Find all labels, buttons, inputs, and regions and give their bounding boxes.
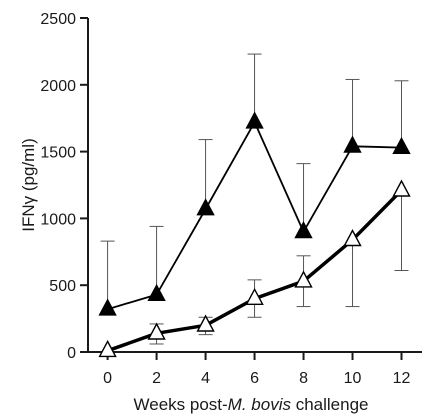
- data-point-s0-2: [147, 283, 166, 301]
- data-point-s0-0: [98, 298, 117, 316]
- data-point-s1-0: [98, 339, 117, 358]
- data-point-s1-2: [147, 322, 166, 340]
- y-tick-label-2000: 2000: [40, 78, 76, 95]
- y-tick-label-500: 500: [49, 278, 76, 295]
- y-axis-title: IFNγ (pg/ml): [19, 138, 38, 232]
- x-axis-title-part-italic: M. bovis: [228, 395, 292, 414]
- x-tick-label-8: 8: [299, 370, 308, 387]
- error-bars: [100, 53, 409, 345]
- data-point-s1-8: [294, 270, 313, 288]
- x-tick-label-10: 10: [344, 370, 362, 387]
- x-tick-label-12: 12: [393, 370, 411, 387]
- data-point-s0-6: [245, 111, 264, 129]
- data-point-s0-10: [343, 135, 362, 153]
- y-ticks: 0 500 1000 1500 2000 2500: [40, 11, 88, 362]
- y-tick-label-2500: 2500: [40, 11, 76, 28]
- x-axis-title: Weeks post-M. bovis challenge: [134, 395, 369, 414]
- x-ticks: 0 2 4 6 8 10 12: [103, 352, 411, 387]
- data-point-s0-8: [294, 221, 313, 239]
- x-tick-label-0: 0: [103, 370, 112, 387]
- x-axis-title-part-3: challenge: [291, 395, 369, 414]
- x-axis-title-part-1: Weeks post-: [134, 395, 228, 414]
- y-tick-label-0: 0: [67, 345, 76, 362]
- data-point-s1-4: [196, 314, 215, 332]
- series-markers: [98, 111, 411, 358]
- x-tick-label-2: 2: [152, 370, 161, 387]
- data-point-s1-6: [245, 287, 264, 305]
- series-line-1: [107, 189, 403, 353]
- data-point-s1-12: [392, 179, 411, 197]
- data-point-s0-4: [196, 198, 215, 216]
- y-tick-label-1500: 1500: [40, 145, 76, 162]
- x-tick-label-4: 4: [201, 370, 210, 387]
- x-tick-label-6: 6: [250, 370, 259, 387]
- data-point-s0-12: [392, 136, 411, 155]
- y-tick-label-1000: 1000: [40, 211, 76, 228]
- data-point-s1-10: [343, 229, 362, 247]
